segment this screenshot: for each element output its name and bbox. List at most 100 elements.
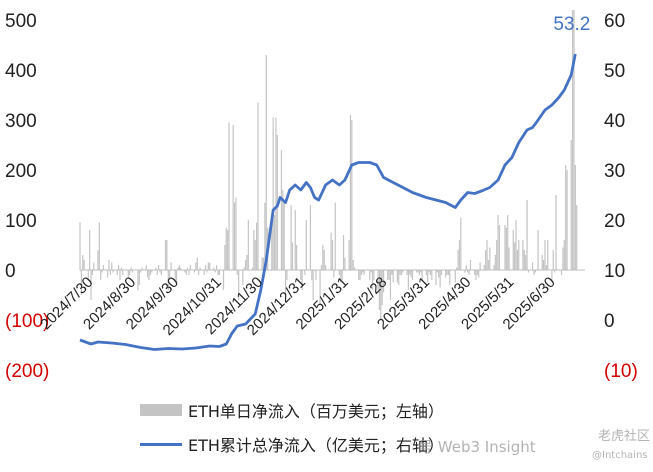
bar <box>421 270 423 280</box>
bar <box>402 270 404 273</box>
bar <box>340 270 342 283</box>
right-tick-label: 50 <box>604 61 625 82</box>
bar <box>242 270 244 285</box>
bar <box>445 270 447 278</box>
bar <box>420 270 422 273</box>
bar <box>486 240 488 270</box>
bar <box>222 270 225 290</box>
bar <box>331 240 334 270</box>
bar <box>333 270 335 278</box>
bar <box>360 270 363 275</box>
legend-bar-label: ETH单日净流入（百万美元；左轴） <box>188 402 444 421</box>
bar <box>377 270 379 290</box>
bar <box>370 270 372 273</box>
bar <box>349 115 352 270</box>
bar <box>531 262 534 270</box>
bar <box>389 270 392 300</box>
bar <box>244 260 247 270</box>
bar <box>184 270 186 273</box>
bar <box>159 270 161 273</box>
bar <box>388 270 390 280</box>
left-tick-label: 400 <box>5 61 37 82</box>
bar <box>120 267 122 270</box>
bar <box>80 270 82 295</box>
bar <box>224 245 226 270</box>
bar <box>216 265 218 270</box>
bar <box>180 267 182 270</box>
bar <box>464 270 466 273</box>
left-tick-label: 200 <box>5 161 37 182</box>
bar <box>294 210 296 270</box>
bar <box>97 250 99 270</box>
bar <box>381 270 383 305</box>
bar <box>456 267 458 270</box>
bar <box>198 270 200 275</box>
bar <box>290 205 292 270</box>
bar <box>457 250 459 270</box>
left-tick-label: 0 <box>5 261 16 282</box>
left-tick-label: (100) <box>5 311 49 332</box>
bar <box>460 217 462 270</box>
bar <box>378 270 381 310</box>
bar <box>342 235 345 270</box>
bar <box>291 242 294 270</box>
bar <box>227 230 229 270</box>
bar <box>116 270 118 275</box>
bar-series <box>79 10 578 320</box>
bar <box>431 270 433 280</box>
bar <box>382 270 385 293</box>
bar <box>407 270 409 290</box>
bar <box>118 265 120 270</box>
bar <box>301 270 303 290</box>
bar <box>246 255 248 270</box>
bar <box>145 265 147 270</box>
bar <box>438 270 440 278</box>
bar <box>409 270 411 275</box>
legend-line-swatch <box>140 442 182 446</box>
bar <box>282 190 284 270</box>
watermark-line2: 号 Web3 Insight <box>418 438 536 456</box>
bar <box>469 260 472 270</box>
bar <box>435 270 437 285</box>
bar <box>507 215 509 270</box>
bar <box>341 270 343 280</box>
bar <box>225 227 227 270</box>
line-end-label: 53.2 <box>553 14 590 35</box>
bar <box>265 55 267 270</box>
bar <box>515 220 517 270</box>
bar <box>449 270 451 285</box>
bar <box>446 270 448 275</box>
bar <box>505 227 507 270</box>
bar <box>320 265 323 270</box>
bar <box>425 270 427 275</box>
bar <box>275 117 277 270</box>
bar <box>352 260 354 270</box>
bar <box>537 230 539 270</box>
bar <box>309 205 312 270</box>
bar <box>545 265 547 270</box>
bar <box>253 230 255 270</box>
bar <box>264 202 266 270</box>
bar <box>79 222 81 270</box>
bar <box>203 270 205 275</box>
x-axis-ticks: 2024/7/302024/8/302024/9/302024/10/31202… <box>37 274 558 339</box>
bar <box>440 270 443 275</box>
bar <box>284 270 287 300</box>
bar <box>218 270 220 275</box>
bar <box>428 270 430 273</box>
bar <box>273 215 276 270</box>
bar <box>489 247 491 270</box>
right-tick-label: 20 <box>604 211 625 232</box>
bar <box>396 270 398 283</box>
bar <box>387 270 389 280</box>
bar <box>351 120 353 270</box>
bar <box>174 270 176 280</box>
bar <box>344 257 346 270</box>
bar <box>522 240 524 270</box>
bar <box>254 240 256 270</box>
bar <box>475 270 477 280</box>
bar <box>101 270 103 273</box>
bar <box>251 267 254 270</box>
bar <box>149 270 151 275</box>
